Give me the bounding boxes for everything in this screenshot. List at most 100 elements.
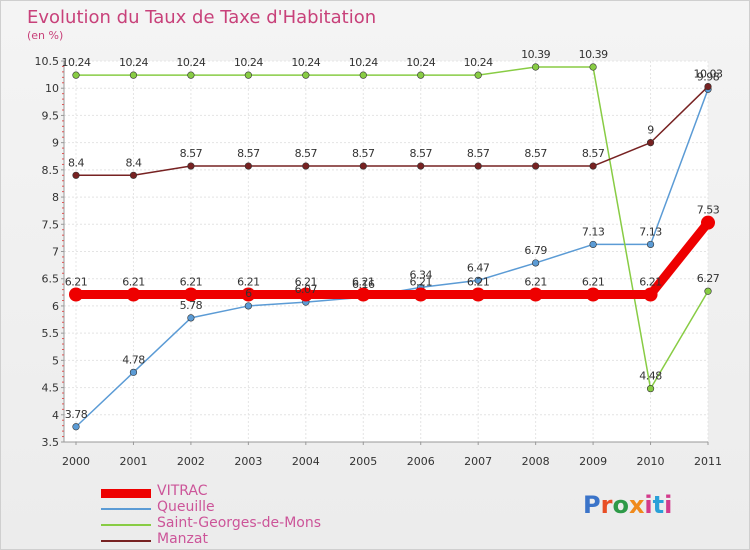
x-tick-label: 2010 [637,455,665,468]
data-label: 10.24 [291,56,320,69]
series-line-vitrac [71,218,713,299]
y-tick-label: 7 [52,246,59,259]
data-point-vitrac [69,287,83,302]
data-label: 3.78 [65,408,88,421]
y-tick-label: 10 [45,82,59,95]
y-tick-label: 8.5 [42,164,60,177]
data-label: 8.57 [295,147,318,160]
data-point-vitrac [471,287,486,302]
data-point [129,368,138,376]
data-label: 10.24 [234,56,263,69]
data-label: 9 [647,124,654,137]
legend-label: Queuille [157,499,215,515]
legend-label: Manzat [157,531,208,547]
data-label: 10.39 [521,48,550,61]
data-label: 10.24 [62,56,91,69]
data-label: 8.57 [582,147,605,160]
y-tick-label: 8 [52,191,59,204]
data-label: 4.48 [639,370,662,383]
x-tick-label: 2002 [177,455,205,468]
data-label: 6.34 [409,268,432,281]
data-label: 10.24 [176,56,205,69]
x-tick-label: 2006 [407,455,435,468]
data-point [704,82,712,91]
data-label: 7.53 [697,204,720,217]
data-point [359,162,367,170]
data-point [532,63,540,71]
data-point [589,240,597,249]
data-label: 8.57 [524,147,547,160]
data-point [589,63,597,71]
chart-title: Evolution du Taux de Taxe d'Habitation [27,7,377,28]
x-tick-label: 2011 [694,455,722,468]
x-tick-label: 2005 [349,455,377,468]
data-point [646,385,655,393]
data-label: 7.13 [582,225,605,238]
data-point-vitrac [126,287,141,302]
y-tick-label: 9.5 [42,109,60,122]
data-point-vitrac [183,287,198,302]
data-point-vitrac [241,287,256,302]
y-tick-label: 4.5 [42,382,60,395]
legend-swatch [101,540,151,542]
y-tick-label: 6.5 [42,273,60,286]
data-label: 5.78 [180,299,203,312]
data-label: 8.57 [409,147,432,160]
y-tick-label: 5.5 [42,327,60,340]
data-label: 10.24 [464,56,493,69]
data-label: 6.21 [180,275,203,288]
data-label: 8.57 [352,147,375,160]
legend-swatch [101,508,151,510]
y-tick-label: 4 [52,409,59,422]
data-label: 6.21 [409,275,432,288]
x-tick-label: 2009 [579,455,607,468]
data-point [532,162,540,170]
x-tick-label: 2004 [292,455,320,468]
data-point-vitrac [643,287,658,302]
data-point [589,162,597,170]
data-label: 9.98 [697,70,720,83]
data-point [417,162,425,170]
data-point-vitrac [413,287,428,302]
data-point [532,259,540,267]
data-point [244,302,252,310]
data-point [417,71,425,79]
data-point [129,171,138,179]
data-point [302,162,310,170]
data-point [646,139,655,147]
y-tick-label: 3.5 [42,436,60,449]
data-label: 4.78 [122,353,145,366]
data-label: 6.21 [582,275,605,288]
proxiti-logo: Proxiti [583,491,673,519]
data-point [72,71,80,79]
data-point-vitrac [701,215,715,230]
data-point [187,314,195,322]
data-label: 10.39 [579,48,608,61]
y-tick-label: 7.5 [42,218,60,231]
x-tick-label: 2003 [234,455,262,468]
y-tick-label: 10.5 [35,55,60,68]
series-line-manzat [75,85,709,177]
data-point [704,287,712,295]
y-tick-label: 6 [52,300,59,313]
data-label: 6.47 [467,261,490,274]
data-point-vitrac [528,287,543,302]
data-point [244,71,252,79]
legend-swatch [101,488,151,498]
data-label: 7.13 [639,225,662,238]
data-point [244,162,252,170]
data-label: 8.57 [180,147,203,160]
legend-label: VITRAC [157,483,208,499]
data-label: 6.21 [237,275,260,288]
data-point [72,423,80,431]
data-label: 6.21 [524,275,547,288]
data-label: 8.57 [237,147,260,160]
y-tick-label: 9 [52,137,59,150]
x-tick-label: 2007 [464,455,492,468]
data-point [187,162,195,170]
series-line-saint-georges-de-mons [75,66,709,390]
data-label: 6.21 [352,275,375,288]
data-point [474,162,482,170]
data-label: 6.16 [352,278,375,291]
